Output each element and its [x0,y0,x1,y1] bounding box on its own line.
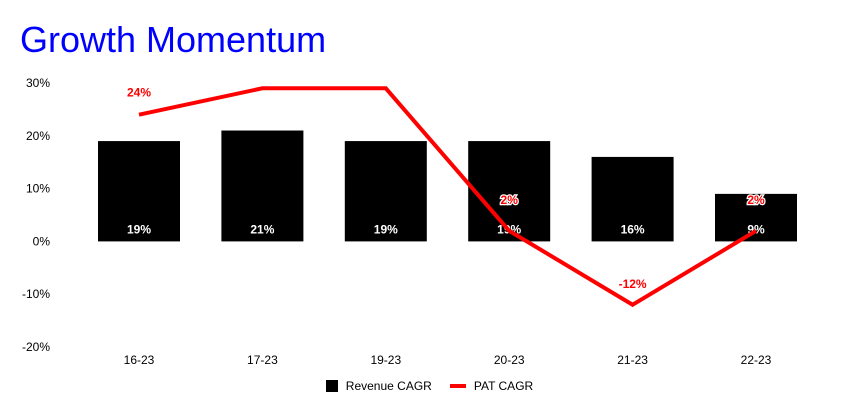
x-tick-label: 19-23 [370,353,401,367]
legend-item-pat: PAT CAGR [449,379,534,393]
y-tick-label: -10% [22,287,50,301]
bar-data-label: 19% [127,222,151,236]
bar-data-label: 21% [250,222,274,236]
x-tick-label: 20-23 [494,353,525,367]
y-tick-label: 20% [26,129,50,143]
line-data-label: 2% [501,193,519,207]
line-series [138,86,758,308]
legend: Revenue CAGR PAT CAGR [0,379,859,393]
line-data-label: 2% [747,193,765,207]
legend-label-revenue: Revenue CAGR [345,379,432,393]
legend-label-pat: PAT CAGR [473,379,534,393]
pat-cagr-line [138,86,758,308]
x-tick-label: 21-23 [617,353,648,367]
y-tick-label: 0% [33,234,51,248]
y-tick-label: 30% [26,76,50,90]
line-data-label: 24% [127,86,151,100]
bar-21-23 [591,156,674,242]
legend-swatch-line [449,384,466,388]
bar-data-label: 19% [374,222,398,236]
bar-16-23 [98,141,180,242]
y-tick-label: 10% [26,182,50,196]
bar-series [98,130,797,242]
x-axis: 16-23 17-23 19-23 20-23 21-23 22-23 [124,353,772,367]
line-labels: 24% 2% -12% 2% [127,86,766,291]
chart-title: Growth Momentum [20,19,327,60]
x-tick-label: 22-23 [741,353,772,367]
x-tick-label: 16-23 [124,353,155,367]
y-tick-label: -20% [22,340,50,354]
bar-20-23 [468,141,551,242]
bar-19-23 [344,141,427,242]
y-axis: 30% 20% 10% 0% -10% -20% [22,76,50,354]
legend-item-revenue: Revenue CAGR [325,379,432,393]
bar-data-label: 16% [621,222,645,236]
bar-22-23 [715,193,797,242]
x-tick-label: 17-23 [247,353,278,367]
bar-17-23 [221,130,304,242]
legend-swatch-bar [325,380,338,392]
line-data-label: -12% [619,277,647,291]
